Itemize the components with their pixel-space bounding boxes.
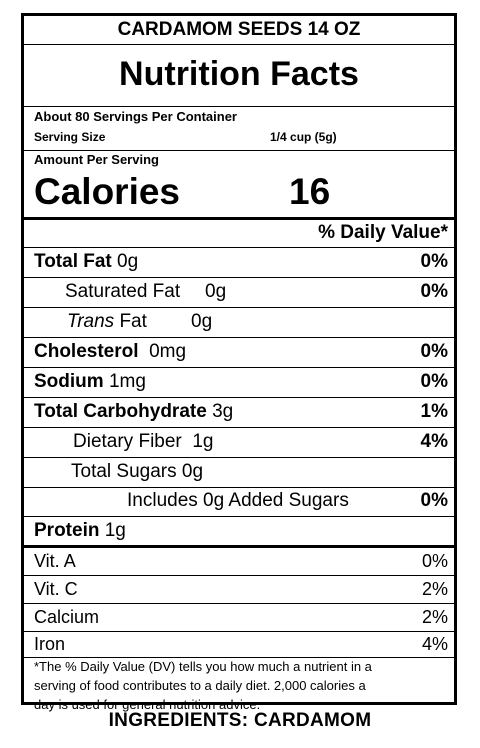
vitamin-dv: 4% [421, 634, 448, 654]
total-sugars-label: Total Sugars [71, 461, 177, 482]
vitamin-label: Iron [34, 634, 66, 654]
vitamin-dv: 2% [421, 579, 448, 599]
daily-value-header-row: % Daily Value* [24, 220, 454, 248]
vitamin-dv: 2% [421, 607, 448, 627]
added-sugars-label: Includes 0g Added Sugars [127, 490, 349, 511]
total-carbohydrate-dv: 1% [420, 401, 448, 422]
trans-fat-label: Trans Fat [67, 311, 147, 333]
panel-title-row: Nutrition Facts [24, 45, 454, 107]
serving-size-label: Serving Size [34, 130, 106, 144]
total-carbohydrate-amount: 3g [212, 401, 234, 422]
saturated-fat-label: Saturated Fat [65, 281, 181, 302]
total-fat-row: Total Fat 0g 0% [24, 248, 454, 278]
total-carbohydrate: Total Carbohydrate 3g [34, 401, 233, 423]
total-fat-amount: 0g [117, 251, 139, 272]
total-carbohydrate-row: Total Carbohydrate 3g 1% [24, 398, 454, 428]
dietary-fiber-amount: 1g [192, 431, 214, 452]
protein-label: Protein [34, 520, 100, 541]
protein-row: Protein 1g [24, 517, 454, 548]
vitamin-row: Vit. A 0% [24, 548, 454, 576]
footnote-line: serving of food contributes to a daily d… [34, 678, 366, 693]
saturated-fat-amount: 0g [205, 281, 227, 302]
protein: Protein 1g [34, 520, 126, 542]
calories-row: Amount Per Serving Calories 16 [24, 151, 454, 220]
calories-value: 16 [289, 171, 331, 212]
total-sugars-row: Total Sugars 0g [24, 458, 454, 488]
sodium-row: Sodium 1mg 0% [24, 368, 454, 398]
total-carbohydrate-label: Total Carbohydrate [34, 401, 207, 422]
added-sugars-row: Includes 0g Added Sugars 0% [24, 488, 454, 517]
vitamin-dv: 0% [421, 551, 448, 571]
vitamin-row: Calcium 2% [24, 604, 454, 632]
sodium: Sodium 1mg [34, 371, 146, 393]
total-sugars-amount: 0g [181, 461, 204, 482]
vitamin-label: Vit. A [34, 551, 76, 571]
amount-per-serving: Amount Per Serving [34, 152, 159, 167]
dietary-fiber-row: Dietary Fiber 1g 4% [24, 428, 454, 458]
sodium-dv: 0% [420, 371, 448, 392]
serving-size-value: 1/4 cup (5g) [270, 130, 337, 144]
saturated-fat-dv: 0% [420, 281, 448, 302]
total-sugars: Total Sugars 0g [71, 461, 203, 483]
total-fat-label: Total Fat [34, 251, 112, 272]
trans-fat-italic: Trans [67, 311, 115, 332]
footnote: *The % Daily Value (DV) tells you how mu… [24, 658, 454, 712]
calories-label: Calories [34, 171, 181, 212]
dietary-fiber-dv: 4% [420, 431, 448, 452]
ingredients: INGREDIENTS: CARDAMOM [108, 710, 372, 731]
total-fat: Total Fat 0g [34, 251, 138, 273]
vitamin-row: Iron 4% [24, 632, 454, 658]
trans-fat-amount: 0g [191, 311, 213, 332]
daily-value-header: % Daily Value* [318, 222, 448, 243]
saturated-fat-row: Saturated Fat 0g 0% [24, 278, 454, 308]
vitamin-row: Vit. C 2% [24, 576, 454, 604]
dietary-fiber: Dietary Fiber 1g [73, 431, 213, 453]
footnote-line: day is used for general nutrition advice… [34, 697, 261, 712]
product-name: CARDAMOM SEEDS 14 OZ [117, 19, 361, 40]
cholesterol: Cholesterol 0mg [34, 341, 186, 363]
nutrition-label: CARDAMOM SEEDS 14 OZ Nutrition Facts Abo… [21, 13, 457, 712]
total-fat-dv: 0% [420, 251, 448, 272]
trans-fat-rest: Fat [114, 311, 147, 332]
protein-amount: 1g [104, 520, 126, 541]
sodium-amount: 1mg [108, 371, 146, 392]
cholesterol-label: Cholesterol [34, 341, 139, 362]
footnote-line: *The % Daily Value (DV) tells you how mu… [34, 659, 372, 674]
cholesterol-amount: 0mg [149, 341, 187, 362]
dietary-fiber-label: Dietary Fiber [73, 431, 182, 452]
vitamin-label: Calcium [34, 607, 100, 627]
product-name-row: CARDAMOM SEEDS 14 OZ [24, 16, 454, 45]
cholesterol-row: Cholesterol 0mg 0% [24, 338, 454, 368]
trans-fat-row: Trans Fat 0g [24, 308, 454, 338]
added-sugars-dv: 0% [420, 490, 448, 511]
cholesterol-dv: 0% [420, 341, 448, 362]
vitamin-label: Vit. C [34, 579, 78, 599]
sodium-label: Sodium [34, 371, 104, 392]
servings-row: About 80 Servings Per Container Serving … [24, 107, 454, 151]
panel-title: Nutrition Facts [119, 55, 359, 93]
servings-per-container: About 80 Servings Per Container [34, 109, 237, 124]
